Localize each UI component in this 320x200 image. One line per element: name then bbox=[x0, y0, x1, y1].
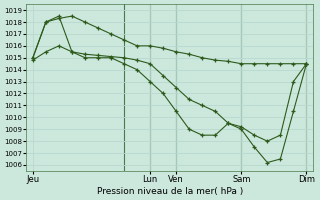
X-axis label: Pression niveau de la mer( hPa ): Pression niveau de la mer( hPa ) bbox=[97, 187, 243, 196]
